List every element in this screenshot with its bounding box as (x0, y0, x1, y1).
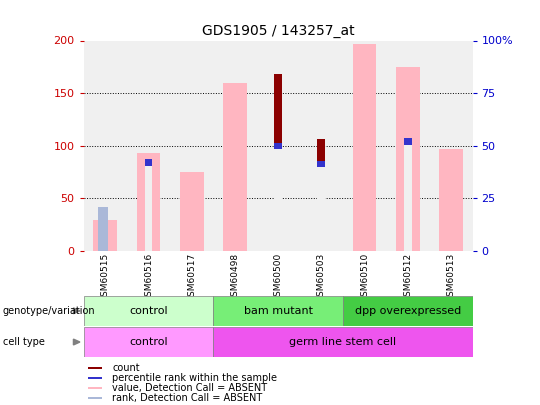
Bar (396, 67, 420, 251)
Bar (98, 207, 108, 251)
Bar (343, 296, 472, 326)
Polygon shape (73, 308, 80, 314)
Bar (137, 153, 160, 251)
Text: rank, Detection Call = ABSENT: rank, Detection Call = ABSENT (112, 393, 263, 403)
Bar (88, 367, 102, 369)
Bar (213, 296, 343, 326)
Bar (145, 166, 152, 251)
Text: value, Detection Call = ABSENT: value, Detection Call = ABSENT (112, 383, 268, 393)
Bar (274, 74, 282, 251)
Bar (84, 327, 213, 357)
Bar (88, 377, 102, 379)
Bar (404, 139, 411, 251)
Bar (180, 172, 204, 251)
Polygon shape (73, 339, 80, 345)
Bar (88, 397, 102, 399)
Bar (88, 387, 102, 389)
Bar (318, 167, 325, 251)
Text: dpp overexpressed: dpp overexpressed (355, 306, 461, 316)
Bar (84, 296, 213, 326)
Bar (318, 160, 325, 251)
Bar (274, 149, 282, 251)
Bar (318, 139, 325, 251)
Bar (223, 83, 247, 251)
Title: GDS1905 / 143257_at: GDS1905 / 143257_at (202, 24, 354, 38)
Text: control: control (129, 337, 168, 347)
Text: bam mutant: bam mutant (244, 306, 313, 316)
Bar (213, 327, 472, 357)
Text: control: control (129, 306, 168, 316)
Bar (274, 143, 282, 251)
Bar (439, 149, 463, 251)
Text: cell type: cell type (3, 337, 45, 347)
Text: count: count (112, 363, 140, 373)
Bar (404, 145, 411, 251)
Text: percentile rank within the sample: percentile rank within the sample (112, 373, 278, 383)
Bar (353, 44, 376, 251)
Text: genotype/variation: genotype/variation (3, 306, 96, 316)
Bar (145, 160, 152, 251)
Text: germ line stem cell: germ line stem cell (289, 337, 396, 347)
Bar (93, 220, 117, 251)
